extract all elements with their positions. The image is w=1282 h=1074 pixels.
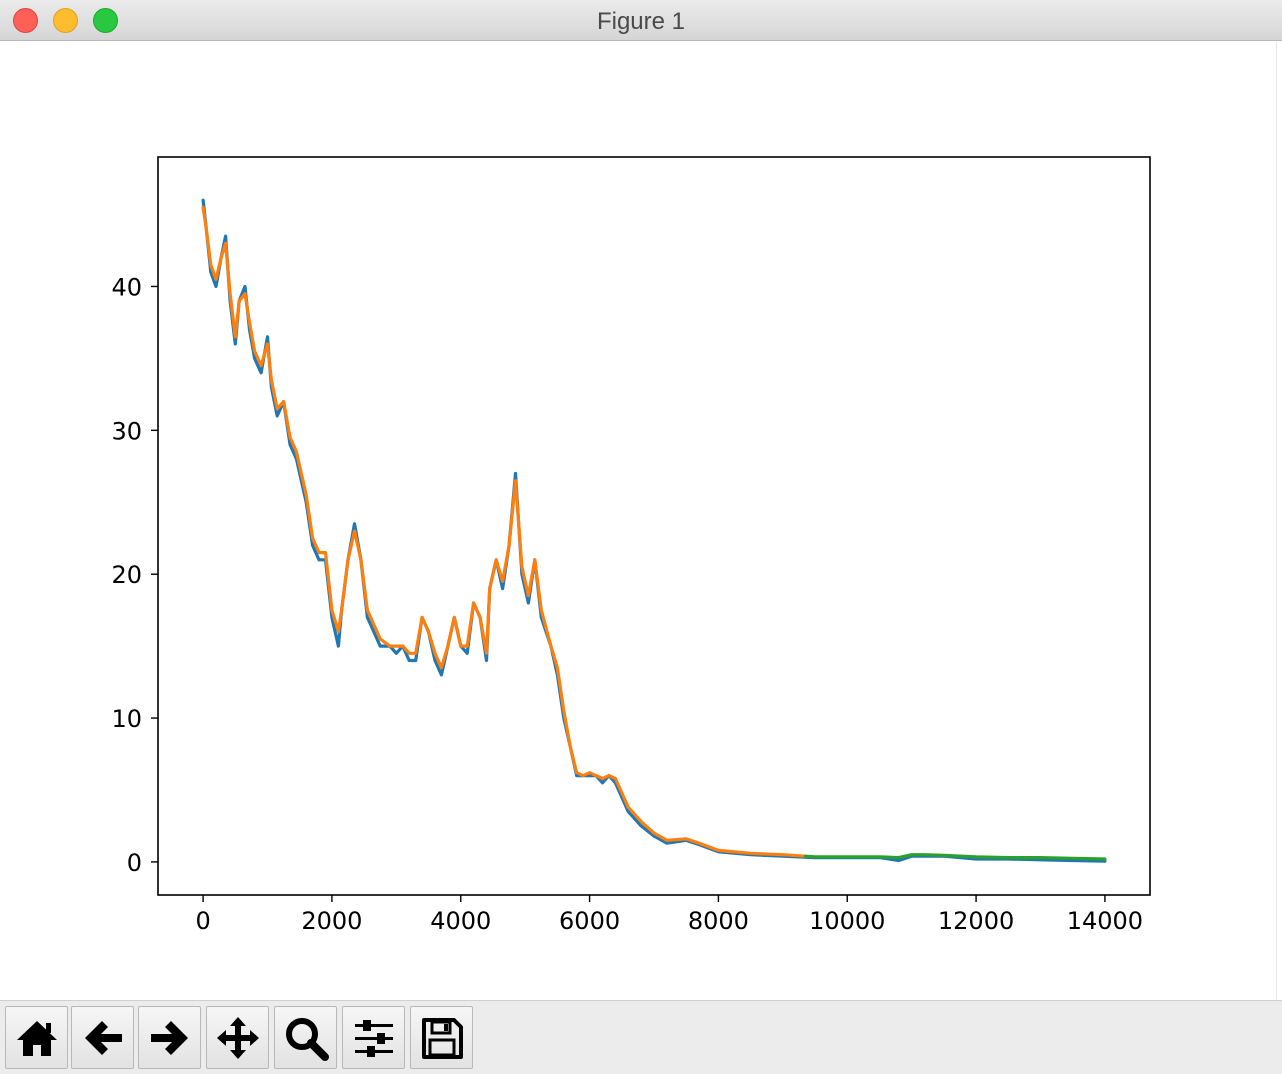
pan-button[interactable]	[206, 1006, 269, 1069]
magnifier-icon	[285, 1017, 329, 1061]
y-tick-label-0: 0	[127, 849, 142, 877]
floppy-disk-icon	[421, 1017, 463, 1059]
x-tick-label-0: 0	[195, 907, 210, 935]
window-title: Figure 1	[596, 8, 686, 35]
forward-button[interactable]	[138, 1006, 201, 1069]
configure-subplots-button[interactable]	[342, 1006, 405, 1069]
series-line-3	[803, 853, 1107, 861]
home-button[interactable]	[5, 1006, 68, 1069]
line-chart: 0 2000 4000 6000 8000 10000 12000 14000 0 10 20 30 4…	[111, 156, 1151, 935]
save-button[interactable]	[410, 1006, 473, 1069]
zoom-button[interactable]	[274, 1006, 337, 1069]
arrow-right-icon	[150, 1020, 188, 1055]
y-tick-label-1: 10	[111, 705, 142, 733]
series-line-2	[201, 205, 808, 858]
y-tick-label-2: 20	[111, 561, 142, 589]
x-tick-label-6: 12000	[938, 907, 1014, 935]
maximize-window-button[interactable]	[93, 8, 118, 33]
x-tick-label-1: 2000	[301, 907, 362, 935]
back-button[interactable]	[71, 1006, 134, 1069]
y-tick-label-3: 30	[111, 417, 142, 445]
home-icon	[16, 1020, 57, 1056]
navigation-toolbar	[0, 1000, 1282, 1074]
y-tick-label-4: 40	[111, 273, 142, 301]
arrow-left-icon	[84, 1020, 122, 1055]
move-icon	[216, 1016, 259, 1059]
series-line-1	[201, 198, 1107, 863]
figure-canvas[interactable]: 0 2000 4000 6000 8000 10000 12000 14000 0 10 20 30 4…	[0, 42, 1282, 1000]
minimize-window-button[interactable]	[53, 8, 78, 33]
window-titlebar: Figure 1	[0, 0, 1282, 41]
sliders-icon	[354, 1019, 393, 1057]
window-edge	[1276, 42, 1282, 1000]
close-window-button[interactable]	[13, 8, 38, 33]
x-tick-label-5: 10000	[809, 907, 885, 935]
x-tick-label-7: 14000	[1067, 907, 1143, 935]
axes-frame	[157, 156, 1151, 896]
x-tick-label-4: 8000	[688, 907, 749, 935]
x-tick-label-2: 4000	[430, 907, 491, 935]
x-tick-label-3: 6000	[559, 907, 620, 935]
